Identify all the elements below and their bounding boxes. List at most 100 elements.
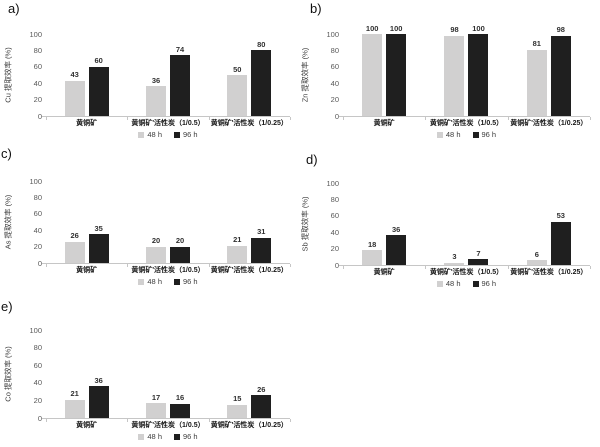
y-axis-title: As 提取效率 (%) — [2, 181, 14, 263]
category-label: 黄铜矿'活性炭（1/0.25） — [510, 269, 588, 276]
bar-96h: 60 — [88, 57, 109, 116]
data-label: 20 — [175, 236, 185, 246]
data-label: 26 — [257, 384, 266, 394]
y-tick-label: 20 — [330, 95, 339, 105]
y-axis-title-text: Cu 提取效率 (%) — [3, 47, 13, 103]
panel-letter: a) — [8, 1, 20, 16]
y-tick-label: 20 — [330, 244, 339, 254]
bar-96h: 98 — [550, 26, 571, 116]
data-label: 20 — [151, 236, 161, 246]
legend-label: 96 h — [481, 130, 497, 139]
y-tick-label: 100 — [29, 176, 42, 186]
category-label: 黄铜矿 — [373, 120, 395, 127]
x-axis-tick — [590, 266, 591, 269]
bar-96h: 26 — [251, 386, 272, 418]
legend-swatch-48h-icon — [436, 131, 443, 138]
data-label: 36 — [151, 75, 161, 85]
category-group: 21 36 — [46, 330, 127, 418]
data-label: 43 — [70, 70, 79, 80]
y-tick-label: 60 — [330, 62, 339, 72]
data-label: 98 — [556, 25, 565, 35]
y-tick-label: 100 — [326, 178, 339, 188]
y-tick-label: 0 — [37, 111, 42, 121]
y-tick-label: 80 — [33, 45, 42, 55]
legend-item-48h: 48 h — [138, 131, 162, 139]
x-axis-line — [339, 116, 590, 117]
legend: 48 h 96 h — [46, 433, 290, 441]
bar-48h: 15 — [227, 395, 248, 418]
x-axis-tick — [290, 117, 291, 120]
category-label: 黄铜矿'活性炭（1/0.5） — [131, 422, 205, 429]
x-axis-line — [42, 116, 290, 117]
data-label: 100 — [365, 23, 379, 33]
y-tick-label: 60 — [33, 62, 42, 72]
y-axis-title-text: Co 提取效率 (%) — [3, 346, 13, 402]
panel-letter: e) — [1, 299, 13, 314]
data-label: 36 — [391, 224, 401, 234]
legend-label: 48 h — [147, 130, 162, 139]
category-label: 黄铜矿 — [76, 422, 98, 429]
category-group: 98 100 — [425, 24, 507, 116]
legend-swatch-48h-icon — [138, 278, 145, 285]
plot-area: 21 36 17 16 15 26 — [46, 330, 290, 418]
data-label: 100 — [472, 23, 485, 33]
legend: 48 h 96 h — [46, 278, 290, 286]
y-axis-title: Co 提取效率 (%) — [2, 330, 14, 418]
category-labels: 黄铜矿 黄铜矿'活性炭（1/0.5） 黄铜矿'活性炭（1/0.25） — [46, 422, 290, 430]
bar-96h: 35 — [88, 225, 109, 263]
bar-48h: 36 — [145, 77, 166, 116]
data-label: 36 — [94, 375, 103, 385]
category-labels: 黄铜矿 黄铜矿'活性炭（1/0.5） 黄铜矿'活性炭（1/0.25） — [343, 120, 590, 128]
y-tick-label: 100 — [326, 29, 339, 39]
y-tick-label: 40 — [33, 225, 42, 235]
legend-item-48h: 48 h — [436, 131, 461, 139]
legend-swatch-48h-icon — [436, 280, 443, 287]
category-group: 18 36 — [343, 183, 425, 265]
category-group: 21 31 — [209, 181, 290, 263]
panel-letter: b) — [310, 1, 322, 16]
bar-48h: 21 — [64, 390, 85, 418]
x-axis-tick — [425, 117, 427, 120]
y-tick-label: 60 — [33, 209, 42, 219]
category-group: 81 98 — [508, 26, 590, 116]
category-label: 黄铜矿'活性炭（1/0.5） — [131, 267, 205, 274]
plot-area: 18 36 3 7 6 53 — [343, 183, 590, 265]
legend-item-48h: 48 h — [138, 433, 162, 441]
category-group: 17 16 — [127, 330, 208, 418]
bar-48h: 26 — [64, 232, 85, 263]
data-label: 74 — [175, 44, 185, 54]
bar-96h: 100 — [468, 24, 489, 116]
x-axis-tick — [343, 266, 344, 269]
x-axis-tick — [507, 266, 509, 269]
y-tick-label: 20 — [33, 95, 42, 105]
legend-item-96h: 96 h — [472, 280, 496, 288]
bar-48h: 3 — [444, 253, 465, 265]
legend-swatch-96h-icon — [174, 433, 180, 440]
data-label: 3 — [452, 252, 457, 262]
x-axis-tick — [507, 117, 509, 120]
bar-48h: 50 — [227, 65, 248, 116]
bar-96h: 80 — [251, 41, 272, 116]
category-label: 黄铜矿'活性炭（1/0.25） — [210, 267, 288, 274]
y-axis-title: Cu 提取效率 (%) — [2, 34, 14, 116]
bar-96h: 16 — [169, 394, 190, 418]
bar-48h: 17 — [145, 394, 166, 418]
category-group: 20 20 — [127, 181, 208, 263]
y-axis-title-text: Zn 提取效率 (%) — [300, 47, 310, 103]
category-label: 黄铜矿 — [76, 267, 98, 274]
y-tick-label: 40 — [33, 78, 42, 88]
chart-panel-b: b) Zn 提取效率 (%) 0 20 40 60 80 100 100 100 98 100 81 98… — [297, 0, 600, 145]
y-axis-title: Sb 提取效率 (%) — [299, 183, 311, 265]
category-group: 36 74 — [127, 34, 208, 116]
legend-swatch-96h-icon — [472, 280, 479, 287]
panel-letter: c) — [1, 146, 12, 161]
bar-48h: 43 — [64, 71, 85, 116]
category-group: 50 80 — [209, 34, 290, 116]
data-label: 53 — [556, 211, 565, 221]
legend-item-96h: 96 h — [174, 278, 198, 286]
y-tick-label: 100 — [29, 325, 42, 335]
legend-item-48h: 48 h — [138, 278, 162, 286]
category-group: 6 53 — [508, 183, 590, 265]
x-axis-tick — [46, 419, 47, 422]
y-tick-label: 40 — [330, 227, 339, 237]
